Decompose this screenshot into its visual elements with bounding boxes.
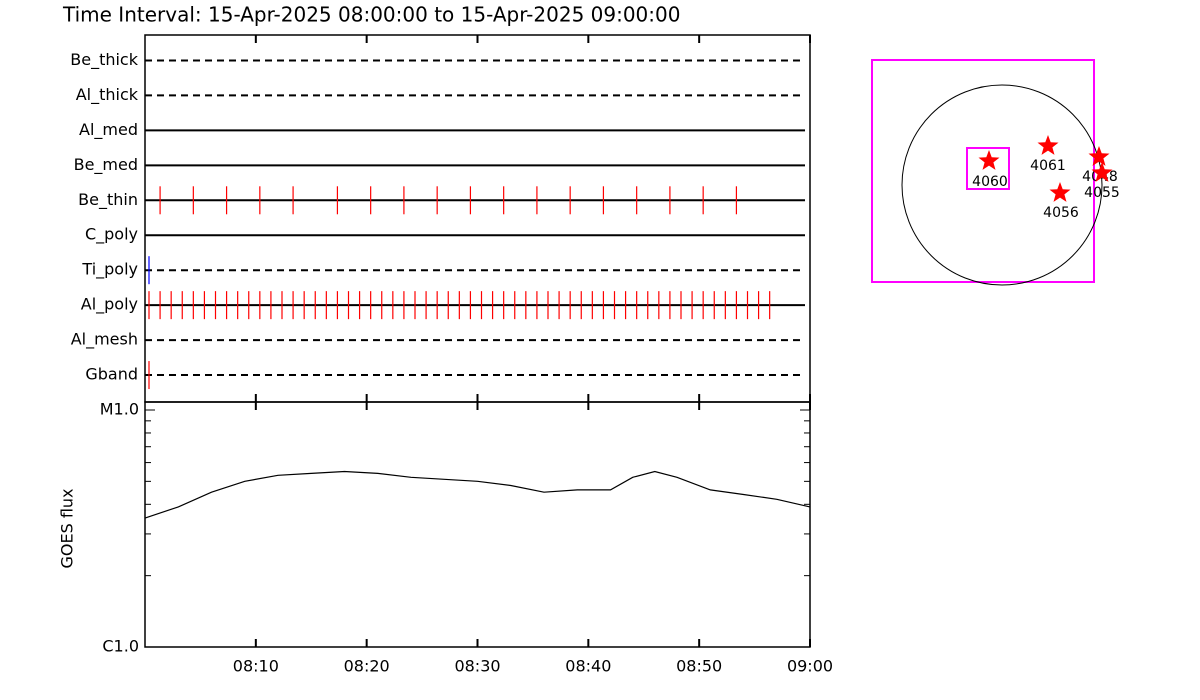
region-star [978, 150, 1000, 170]
region-label: 4060 [972, 174, 1008, 190]
goes-frame [144, 401, 811, 648]
x-tick-label: 08:10 [233, 657, 279, 676]
region-star [1049, 182, 1071, 202]
x-tick-label: 09:00 [787, 657, 833, 676]
solar-disk [901, 84, 1103, 286]
row-label: Al_poly [81, 295, 138, 315]
y-axis-label: GOES flux [58, 488, 77, 568]
region-star [1091, 162, 1113, 182]
row-label: Be_thick [70, 50, 138, 70]
row-label: Ti_poly [81, 260, 138, 280]
row-label: Al_med [79, 120, 138, 140]
region-star [1037, 135, 1059, 155]
x-tick-label: 08:30 [454, 657, 500, 676]
row-label: Be_med [74, 155, 138, 175]
x-tick-label: 08:50 [676, 657, 722, 676]
region-star [1088, 146, 1110, 166]
region-label: 4056 [1043, 205, 1079, 221]
x-tick-label: 08:40 [565, 657, 611, 676]
region-label: 4061 [1030, 158, 1066, 174]
y-tick-label: C1.0 [102, 637, 139, 656]
goes-line [144, 470, 811, 519]
chart-title: Time Interval: 15-Apr-2025 08:00:00 to 1… [62, 3, 680, 27]
row-label: Be_thin [78, 190, 138, 210]
y-tick-label: M1.0 [100, 400, 139, 419]
event-frame [144, 34, 811, 403]
fov-box [966, 147, 1010, 190]
row-label: Al_mesh [71, 330, 138, 350]
x-tick-label: 08:20 [344, 657, 390, 676]
region-label: 4055 [1084, 185, 1120, 201]
row-label: C_poly [85, 225, 138, 245]
row-label: Al_thick [76, 85, 139, 105]
row-label: Gband [85, 365, 138, 384]
